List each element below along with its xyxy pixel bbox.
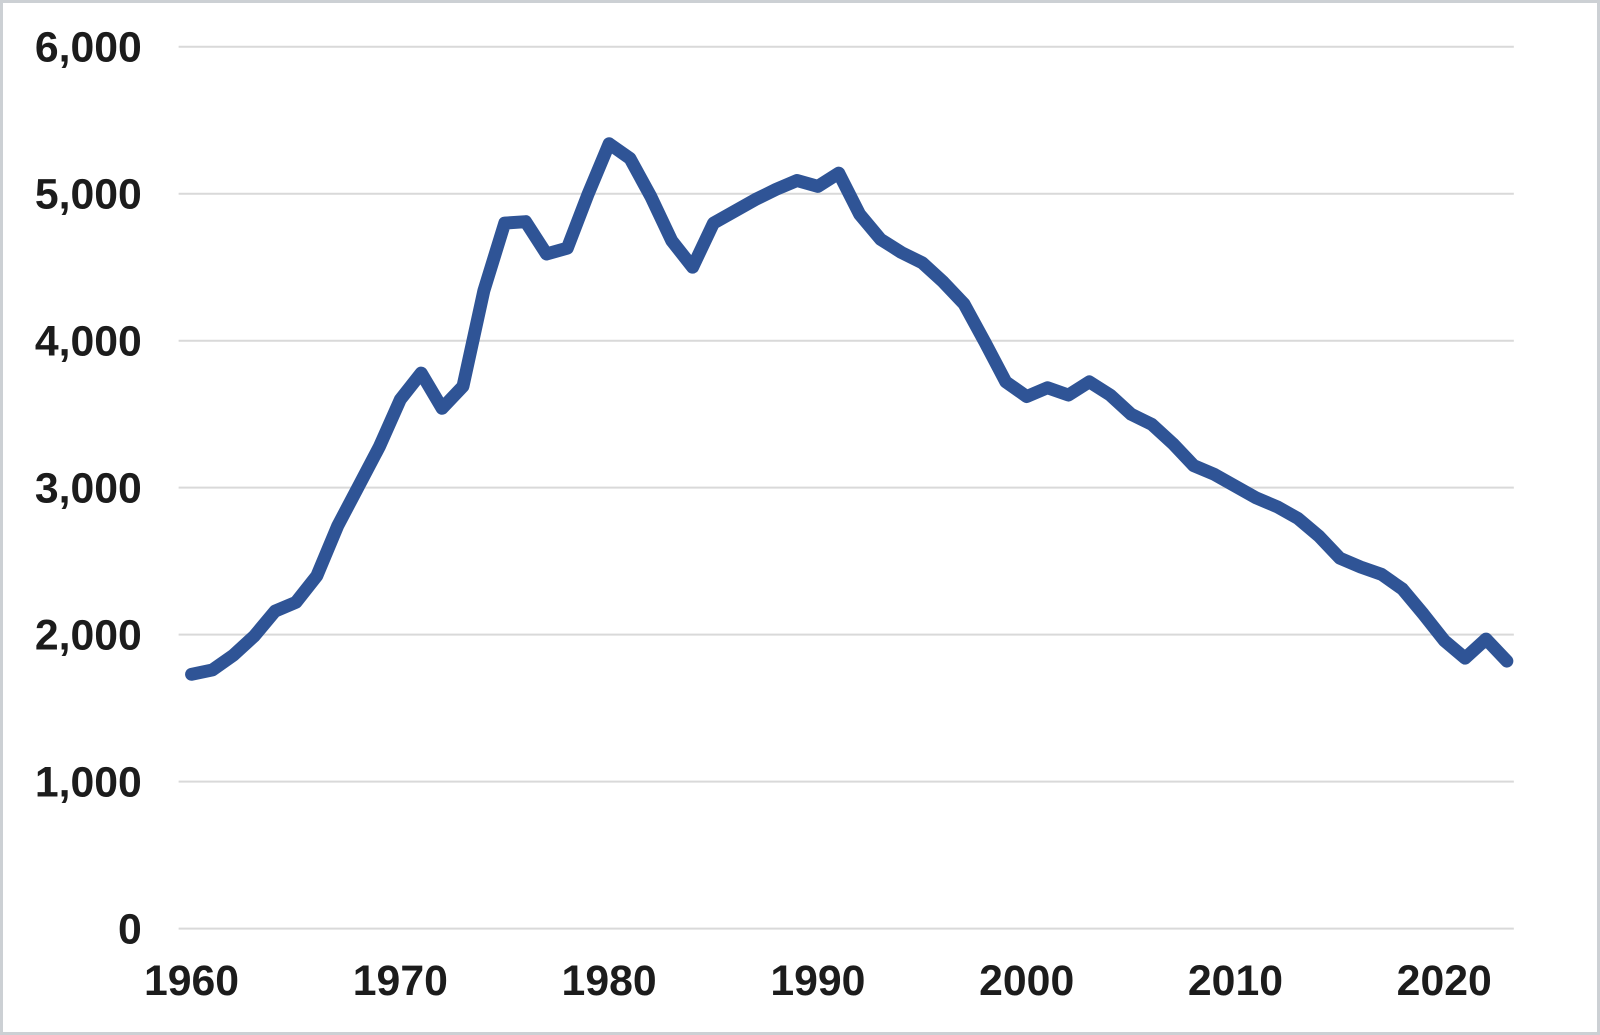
y-axis-tick-label: 2,000 <box>35 612 142 660</box>
y-axis-tick-label: 1,000 <box>35 759 142 807</box>
line-chart-canvas: 0 1,000 2,000 3,000 4,000 5,000 6,000 1960 1970 1… <box>35 24 1514 1005</box>
x-axis-tick-label: 2000 <box>979 957 1074 1005</box>
x-axis-tick-label: 1990 <box>770 957 865 1005</box>
y-axis-tick-label: 3,000 <box>35 465 142 513</box>
y-axis-tick-label: 0 <box>118 906 142 954</box>
data-series-line <box>185 137 1514 681</box>
y-axis-tick-label: 6,000 <box>35 24 142 72</box>
x-axis-tick-label: 1960 <box>144 957 239 1005</box>
x-axis-tick-label: 2010 <box>1188 957 1283 1005</box>
x-axis-tick-label: 2020 <box>1397 957 1492 1005</box>
y-axis-tick-label: 4,000 <box>35 318 142 366</box>
x-axis-tick-label: 1970 <box>353 957 448 1005</box>
x-axis-tick-label: 1980 <box>562 957 657 1005</box>
y-axis-tick-label: 5,000 <box>35 171 142 219</box>
